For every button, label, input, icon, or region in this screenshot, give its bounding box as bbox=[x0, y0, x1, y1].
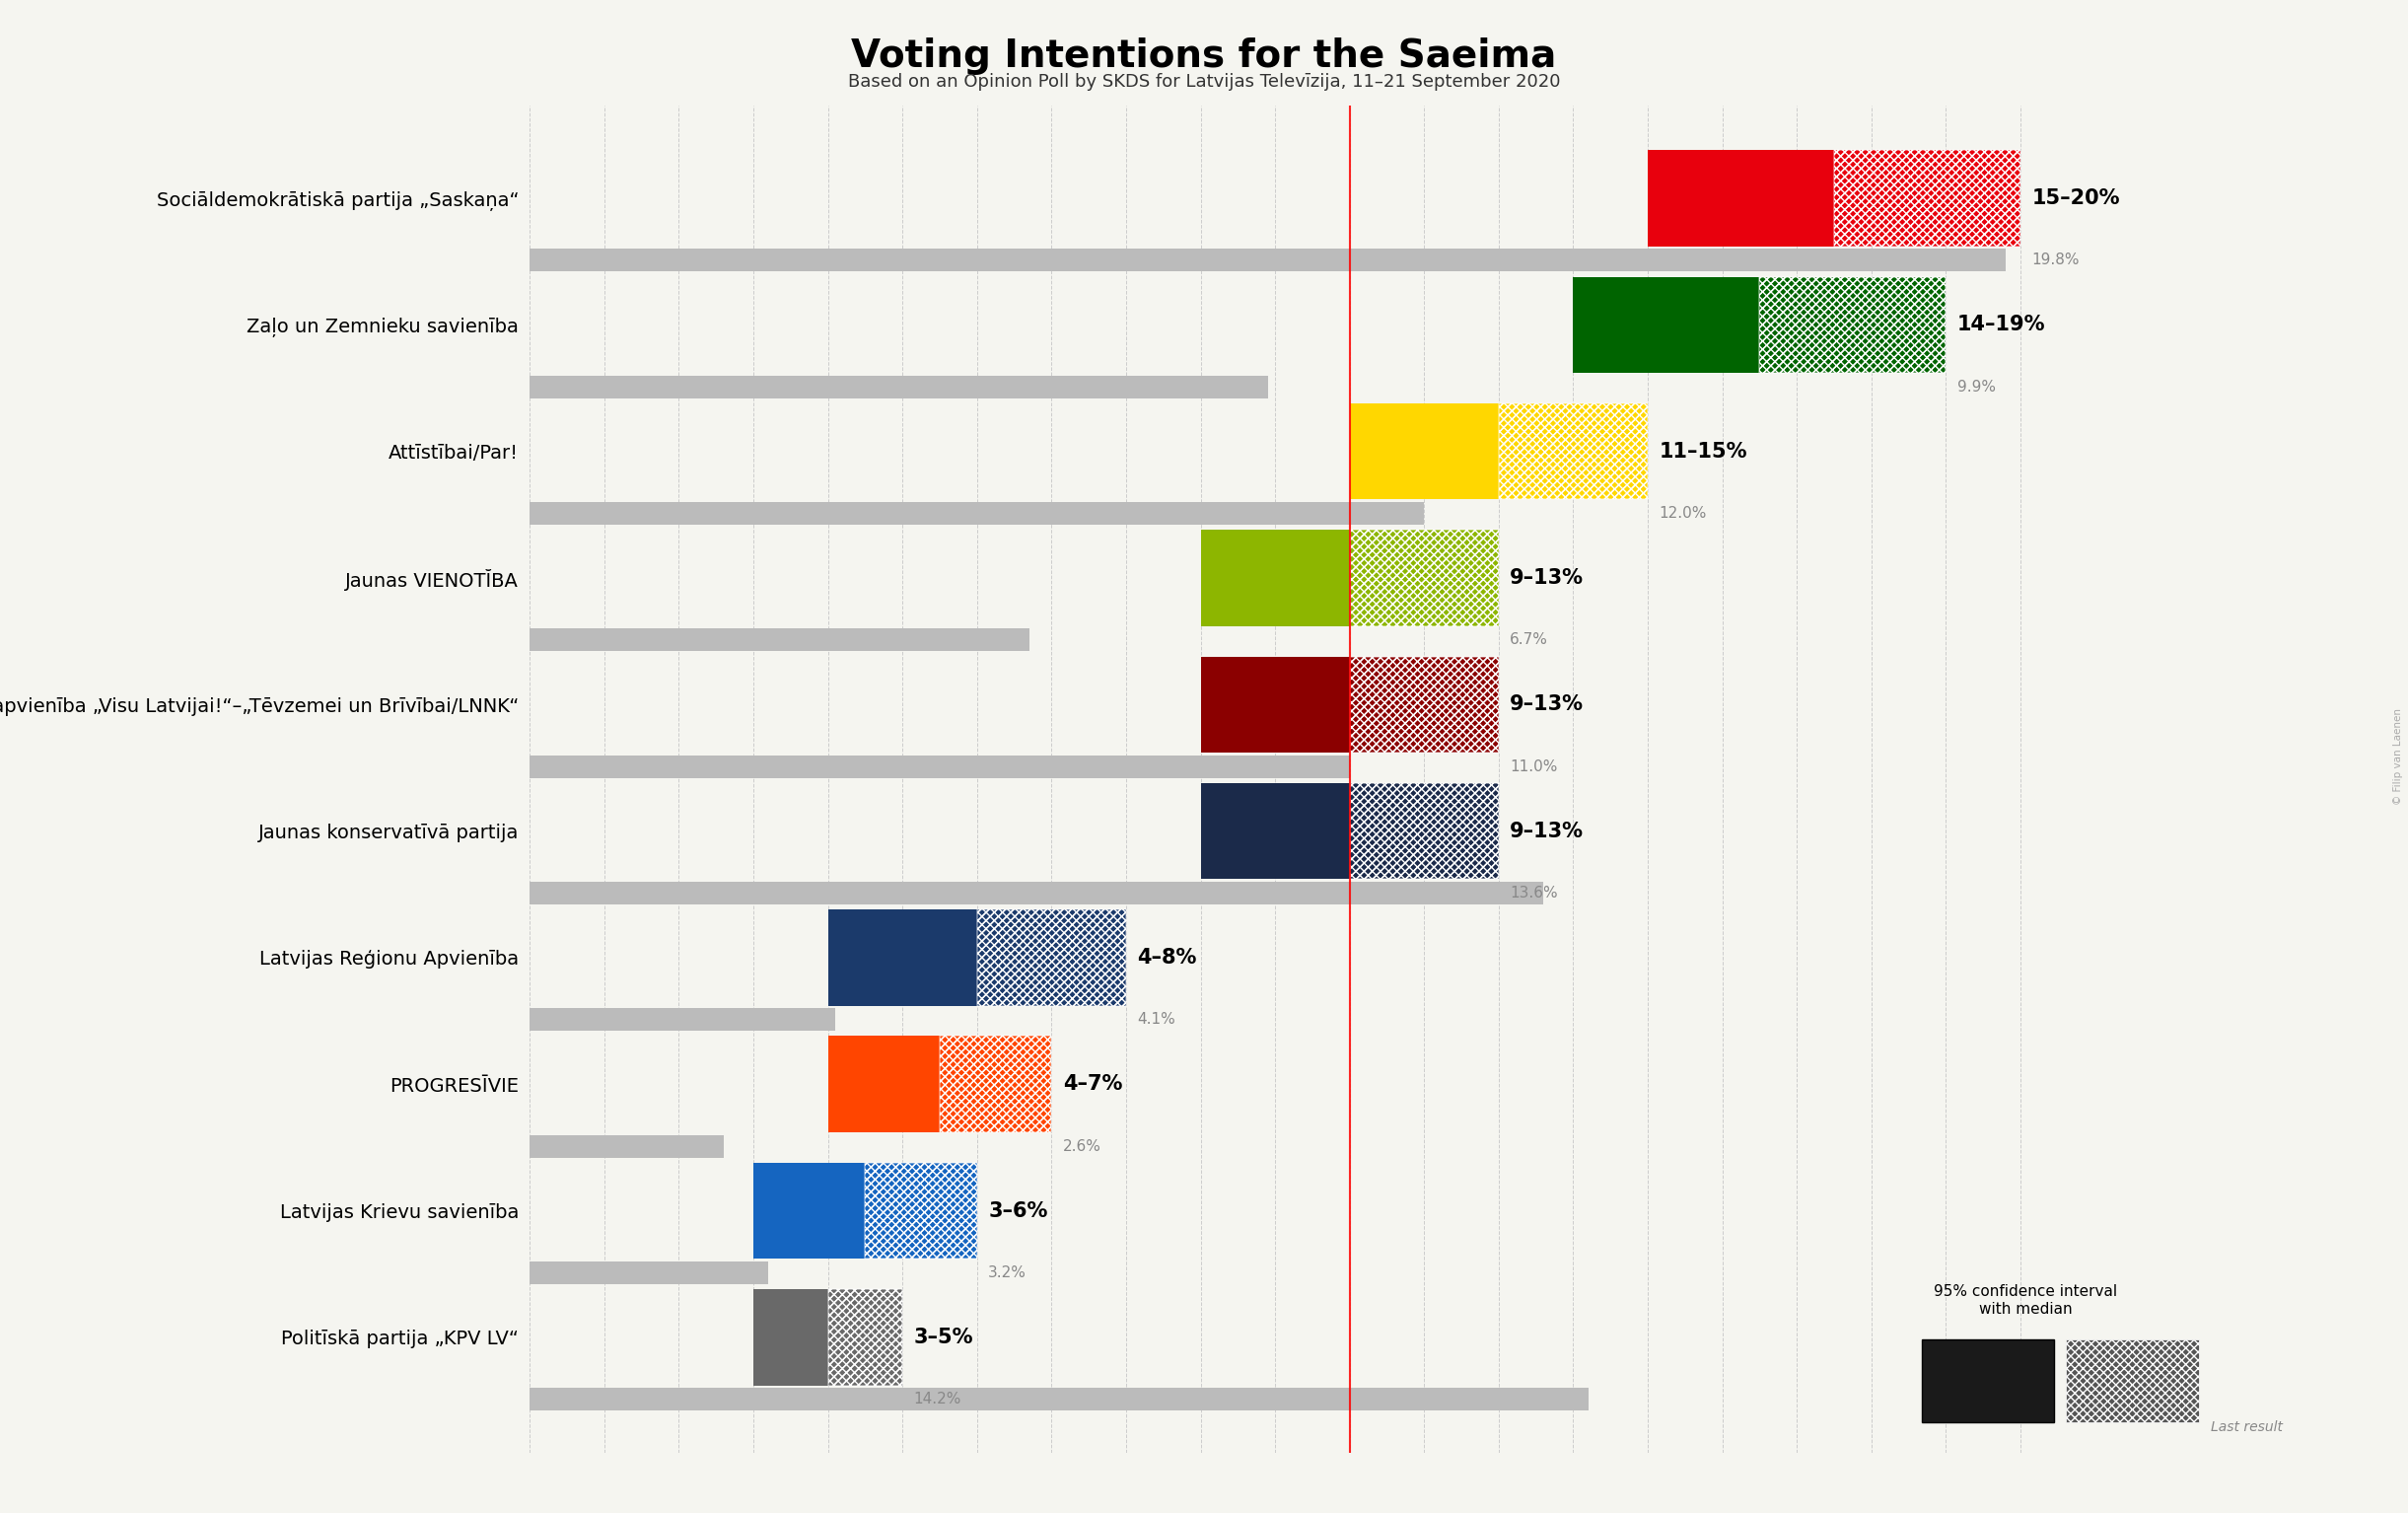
Bar bbox=[530, 375, 1267, 398]
Bar bbox=[1348, 784, 1498, 879]
Text: 95% confidence interval
with median: 95% confidence interval with median bbox=[1934, 1285, 2117, 1316]
Text: © Filip van Laenen: © Filip van Laenen bbox=[2394, 708, 2403, 805]
Bar bbox=[1348, 530, 1498, 626]
Text: 19.8%: 19.8% bbox=[2032, 253, 2081, 268]
Bar bbox=[1348, 530, 1498, 626]
Text: 15–20%: 15–20% bbox=[2032, 189, 2119, 209]
Bar bbox=[978, 909, 1127, 1006]
Bar bbox=[530, 755, 1348, 778]
Text: Last result: Last result bbox=[2211, 1419, 2283, 1434]
Text: 3–5%: 3–5% bbox=[913, 1327, 973, 1347]
Bar bbox=[828, 909, 978, 1006]
Text: Based on an Opinion Poll by SKDS for Latvijas Televīzija, 11–21 September 2020: Based on an Opinion Poll by SKDS for Lat… bbox=[848, 73, 1560, 91]
Bar bbox=[754, 1162, 864, 1259]
Text: 3.2%: 3.2% bbox=[987, 1265, 1026, 1280]
Bar bbox=[530, 1135, 722, 1157]
Bar bbox=[939, 1036, 1052, 1132]
Bar bbox=[1760, 277, 1946, 372]
Bar bbox=[828, 1289, 903, 1386]
Text: 9–13%: 9–13% bbox=[1510, 822, 1584, 841]
Bar bbox=[530, 1008, 836, 1030]
Bar bbox=[1760, 277, 1946, 372]
Bar bbox=[1348, 657, 1498, 752]
Bar bbox=[1348, 784, 1498, 879]
Bar bbox=[1498, 404, 1647, 499]
Bar bbox=[530, 1387, 1589, 1410]
Bar bbox=[1348, 530, 1498, 626]
Text: 12.0%: 12.0% bbox=[1659, 505, 1707, 520]
Bar bbox=[864, 1162, 978, 1259]
Text: 4–7%: 4–7% bbox=[1062, 1074, 1122, 1094]
Bar bbox=[1835, 150, 2020, 247]
Text: 9.9%: 9.9% bbox=[1958, 380, 1996, 395]
Bar bbox=[1202, 657, 1348, 752]
Bar bbox=[1202, 784, 1348, 879]
Bar bbox=[828, 1036, 939, 1132]
Text: 9–13%: 9–13% bbox=[1510, 567, 1584, 589]
Text: 3–6%: 3–6% bbox=[987, 1201, 1047, 1221]
Bar bbox=[828, 1289, 903, 1386]
Text: 11–15%: 11–15% bbox=[1659, 442, 1748, 461]
Text: 6.7%: 6.7% bbox=[1510, 632, 1548, 648]
Bar bbox=[530, 250, 2006, 272]
Text: 9–13%: 9–13% bbox=[1510, 694, 1584, 714]
Bar bbox=[864, 1162, 978, 1259]
Bar bbox=[1498, 404, 1647, 499]
Bar bbox=[1498, 404, 1647, 499]
Bar bbox=[1760, 277, 1946, 372]
Bar bbox=[1202, 530, 1348, 626]
Bar bbox=[939, 1036, 1052, 1132]
Bar bbox=[978, 909, 1127, 1006]
Bar bbox=[1348, 404, 1498, 499]
Bar bbox=[939, 1036, 1052, 1132]
Bar bbox=[1348, 657, 1498, 752]
Bar bbox=[1647, 150, 1835, 247]
Bar bbox=[1348, 784, 1498, 879]
Text: 13.6%: 13.6% bbox=[1510, 885, 1558, 900]
Text: 4.1%: 4.1% bbox=[1137, 1012, 1175, 1027]
Text: 14.2%: 14.2% bbox=[913, 1392, 961, 1407]
Bar bbox=[530, 502, 1423, 525]
Bar bbox=[1572, 277, 1760, 372]
Text: 4–8%: 4–8% bbox=[1137, 947, 1197, 967]
Bar bbox=[530, 1262, 768, 1285]
Text: Voting Intentions for the Saeima: Voting Intentions for the Saeima bbox=[852, 38, 1556, 76]
Bar bbox=[1348, 657, 1498, 752]
Bar bbox=[978, 909, 1127, 1006]
Bar bbox=[828, 1289, 903, 1386]
Text: 11.0%: 11.0% bbox=[1510, 760, 1558, 775]
Bar bbox=[1835, 150, 2020, 247]
Bar bbox=[1835, 150, 2020, 247]
Bar bbox=[754, 1289, 828, 1386]
Bar bbox=[530, 628, 1028, 652]
Text: 14–19%: 14–19% bbox=[1958, 315, 2044, 334]
Bar bbox=[864, 1162, 978, 1259]
Bar bbox=[530, 882, 1544, 905]
Text: 2.6%: 2.6% bbox=[1062, 1139, 1100, 1153]
